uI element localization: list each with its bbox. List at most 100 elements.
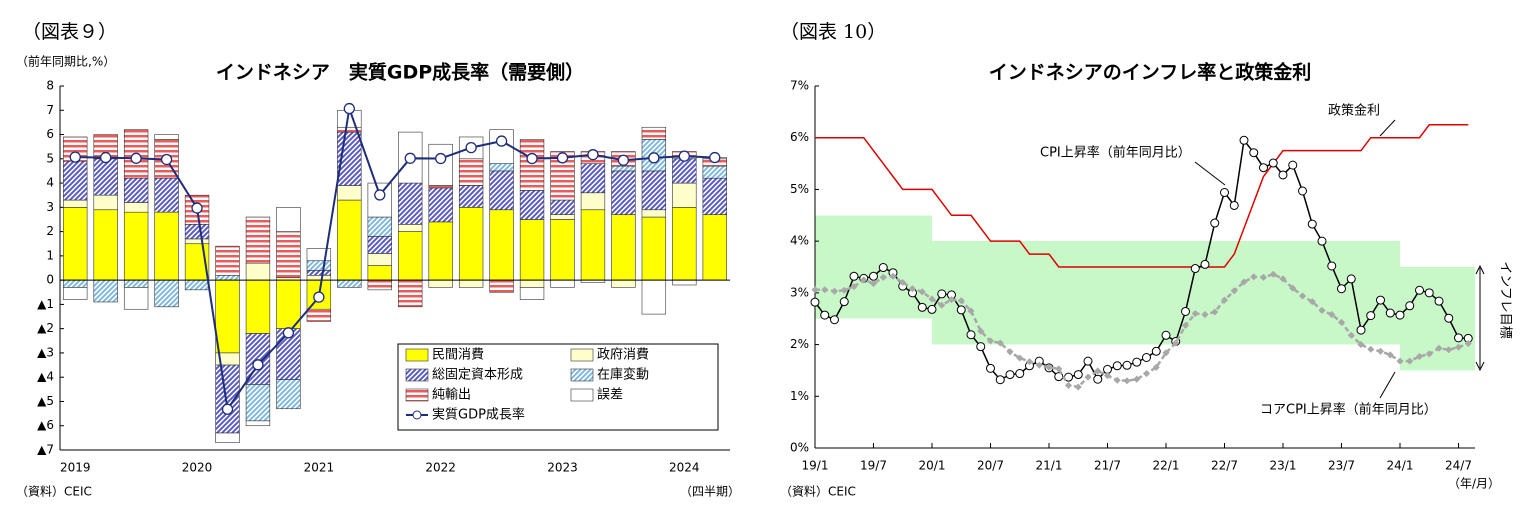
bar-segment bbox=[245, 279, 271, 334]
point bbox=[160, 153, 173, 166]
legend-swatch bbox=[570, 388, 594, 402]
bar-segment bbox=[63, 287, 88, 300]
point bbox=[1016, 354, 1024, 362]
point bbox=[404, 152, 416, 164]
target-band bbox=[1156, 241, 1166, 345]
target-band bbox=[912, 215, 923, 319]
point bbox=[1356, 325, 1366, 335]
x-tick-label: 2024 bbox=[669, 461, 700, 475]
point bbox=[889, 272, 897, 280]
target-band bbox=[1361, 241, 1371, 345]
legend-label: 民間消費 bbox=[432, 348, 484, 363]
point bbox=[908, 285, 917, 293]
target-band bbox=[1448, 267, 1459, 371]
source: （資料）CEIC bbox=[780, 485, 856, 499]
bar-segment bbox=[458, 207, 484, 281]
target-band bbox=[1088, 241, 1098, 345]
x-axis-label: （四半期） bbox=[680, 485, 740, 499]
bar-segment bbox=[702, 214, 727, 281]
y-tick-label: 7% bbox=[790, 79, 809, 93]
point bbox=[1112, 361, 1122, 371]
x-tick-label: 2020 bbox=[182, 461, 213, 475]
y-tick-label: 2 bbox=[46, 224, 54, 238]
target-band bbox=[1458, 267, 1469, 371]
point bbox=[1083, 356, 1093, 366]
bar-segment bbox=[611, 214, 636, 281]
point bbox=[956, 305, 966, 315]
point bbox=[1084, 373, 1092, 381]
bar-segment bbox=[702, 165, 727, 179]
point bbox=[996, 339, 1004, 347]
point bbox=[221, 403, 234, 415]
point bbox=[100, 151, 112, 164]
x-tick-label: 2021 bbox=[304, 461, 335, 475]
target-band bbox=[1419, 267, 1430, 371]
y-tick-label: 7 bbox=[46, 103, 54, 117]
target-band bbox=[902, 215, 913, 319]
x-tick-label: 19/7 bbox=[860, 459, 887, 473]
point bbox=[1054, 372, 1064, 382]
point bbox=[830, 287, 839, 295]
x-tick-label: 2019 bbox=[60, 461, 91, 475]
bar-segment bbox=[123, 287, 149, 310]
legend-swatch bbox=[405, 388, 429, 402]
target-band bbox=[1097, 241, 1108, 345]
target-band bbox=[1253, 241, 1264, 345]
bar-segment bbox=[641, 126, 667, 140]
point bbox=[1239, 135, 1249, 145]
bar-segment bbox=[337, 185, 362, 201]
bar-segment bbox=[550, 151, 575, 201]
bar-segment bbox=[489, 163, 514, 172]
target-band bbox=[1409, 267, 1420, 371]
bar-segment bbox=[63, 160, 88, 201]
line bbox=[815, 272, 1469, 389]
point bbox=[587, 149, 599, 161]
target-band bbox=[1214, 241, 1225, 345]
point bbox=[495, 135, 508, 147]
point bbox=[820, 310, 830, 320]
target-band bbox=[1429, 267, 1439, 371]
bar-segment bbox=[245, 384, 271, 422]
bar-segment bbox=[641, 216, 667, 281]
target-band bbox=[1127, 241, 1137, 345]
x-axis-label: （年/月） bbox=[1448, 477, 1500, 491]
legend-box bbox=[397, 343, 719, 431]
point bbox=[1006, 348, 1014, 356]
point bbox=[1005, 370, 1015, 380]
point bbox=[821, 286, 829, 294]
point bbox=[1424, 288, 1434, 298]
bar-segment bbox=[337, 279, 362, 288]
bar-segment bbox=[245, 216, 271, 264]
x-tick-label: 21/1 bbox=[1036, 459, 1063, 473]
x-tick-label: 22/7 bbox=[1211, 459, 1238, 473]
point bbox=[869, 271, 878, 281]
bar-segment bbox=[367, 265, 392, 281]
bar-segment bbox=[123, 211, 149, 281]
legend-label: 在庫変動 bbox=[597, 367, 649, 383]
bar-segment bbox=[93, 158, 118, 196]
y-tick-label: 6% bbox=[790, 130, 809, 144]
target-band bbox=[932, 241, 942, 345]
point bbox=[1123, 377, 1131, 385]
point bbox=[1142, 369, 1151, 378]
bar-segment bbox=[458, 279, 484, 288]
target-band bbox=[893, 215, 903, 319]
y-tick-label: 8 bbox=[46, 79, 54, 93]
x-tick-label: 21/7 bbox=[1094, 459, 1121, 473]
point bbox=[648, 152, 660, 164]
chart-title: インドネシアのインフレ率と政策金利 bbox=[989, 61, 1311, 84]
target-band bbox=[961, 241, 971, 345]
point bbox=[1064, 381, 1073, 389]
annotation: コアCPI上昇率（前年同月比） bbox=[1260, 402, 1437, 418]
bar-segment bbox=[276, 279, 301, 329]
annotation: インフレ目標 bbox=[1498, 261, 1513, 339]
bar-segment bbox=[63, 199, 88, 208]
point bbox=[1405, 301, 1415, 311]
point bbox=[918, 288, 926, 296]
bar-segment bbox=[154, 279, 179, 308]
bar-segment bbox=[489, 209, 514, 281]
point bbox=[879, 273, 887, 281]
bar-segment bbox=[641, 170, 667, 211]
y-tick-label: ▲2 bbox=[37, 321, 54, 335]
